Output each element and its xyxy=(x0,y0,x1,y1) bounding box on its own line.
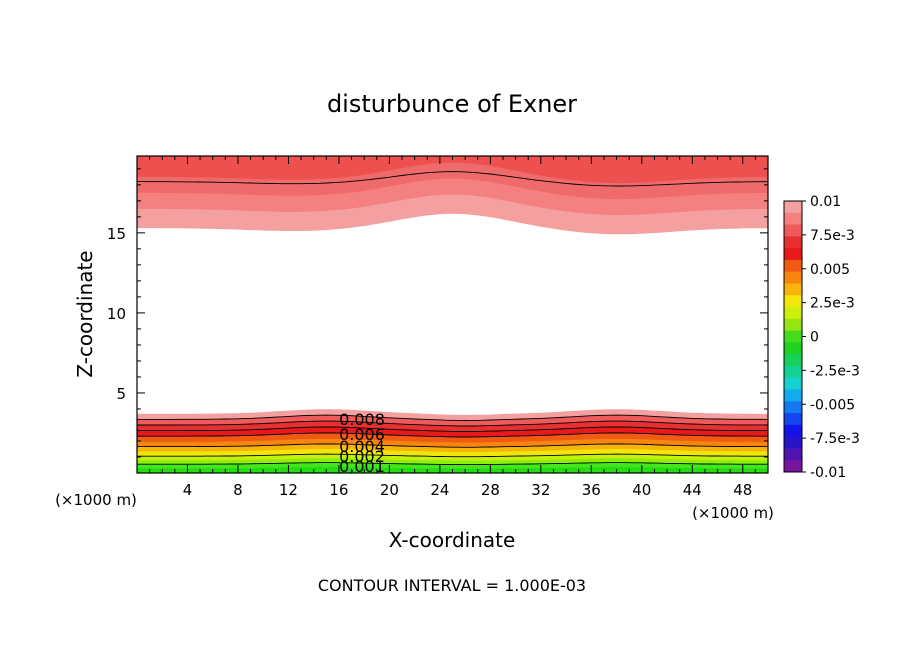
colorbar-swatch xyxy=(784,248,802,261)
colorbar-swatch xyxy=(784,201,802,214)
x-tick-label: 4 xyxy=(183,481,193,499)
y-axis-label: Z-coordinate xyxy=(73,250,97,377)
x-axis-tick-labels: 4 8 12 16 20 24 28 32 36 40 44 48 xyxy=(183,481,753,499)
colorbar-swatch xyxy=(784,389,802,402)
colorbar-swatch xyxy=(784,342,802,355)
lower-contour-line xyxy=(137,462,768,466)
contour-interval-footer: CONTOUR INTERVAL = 1.000E-03 xyxy=(318,576,586,595)
contour-labels: 0.008 0.006 0.004 0.002 0.001 xyxy=(339,410,385,476)
colorbar-tick-label: 0 xyxy=(810,330,819,346)
colorbar-tick-label: 2.5e-3 xyxy=(810,296,855,312)
colorbar xyxy=(784,201,802,473)
colorbar-swatch xyxy=(784,318,802,332)
upper-contour-fills xyxy=(137,156,768,235)
x-unit-left: (×1000 m) xyxy=(55,491,137,509)
colorbar-swatch xyxy=(784,365,802,379)
x-tick-label: 16 xyxy=(329,481,348,499)
colorbar-swatch xyxy=(784,413,802,426)
colorbar-swatch xyxy=(784,354,802,367)
x-tick-label: 24 xyxy=(430,481,449,499)
y-tick-label: 15 xyxy=(107,225,126,243)
colorbar-swatch xyxy=(784,424,802,438)
colorbar-tick-label: 0.01 xyxy=(810,194,841,210)
x-axis-ticks xyxy=(149,156,756,473)
colorbar-swatch xyxy=(784,330,802,343)
upper-band-fill xyxy=(137,156,768,184)
colorbar-swatch xyxy=(784,448,802,461)
x-tick-label: 40 xyxy=(632,481,651,499)
plot-area xyxy=(137,156,768,473)
y-axis-tick-labels: 5 10 15 xyxy=(107,225,126,403)
x-tick-label: 44 xyxy=(683,481,702,499)
colorbar-swatch xyxy=(784,295,802,308)
colorbar-swatch xyxy=(784,377,802,391)
lower-contour-line xyxy=(137,453,768,458)
contour-lines xyxy=(137,171,768,466)
y-axis-ticks xyxy=(137,168,768,458)
y-tick-label: 10 xyxy=(107,305,126,323)
colorbar-swatch xyxy=(784,401,802,414)
contour-label-0002: 0.002 xyxy=(339,447,385,466)
x-unit-right: (×1000 m) xyxy=(692,504,774,522)
colorbar-swatch xyxy=(784,236,802,249)
contour-label-0004: 0.004 xyxy=(339,437,385,456)
colorbar-tick-labels: 0.01 7.5e-3 0.005 2.5e-3 0 -2.5e-3 -0.005 -7.5e… xyxy=(802,194,860,481)
y-tick-label: 5 xyxy=(116,385,126,403)
x-tick-label: 12 xyxy=(279,481,298,499)
chart-title: disturbunce of Exner xyxy=(327,90,577,118)
contour-label-0001: 0.001 xyxy=(339,457,385,476)
x-tick-label: 48 xyxy=(733,481,752,499)
lower-contour-line xyxy=(137,432,768,438)
x-axis-label: X-coordinate xyxy=(389,528,516,552)
colorbar-swatch xyxy=(784,436,802,449)
contour-label-0008: 0.008 xyxy=(339,410,385,429)
colorbar-swatch xyxy=(784,259,802,273)
x-tick-label: 8 xyxy=(233,481,243,499)
upper-contour-line xyxy=(137,171,768,187)
colorbar-swatch xyxy=(784,283,802,296)
colorbar-swatch xyxy=(784,460,802,473)
colorbar-swatch xyxy=(784,271,802,284)
colorbar-swatch xyxy=(784,224,802,237)
colorbar-tick-label: 7.5e-3 xyxy=(810,228,855,244)
x-tick-label: 20 xyxy=(380,481,399,499)
lower-contour-line xyxy=(137,414,768,421)
lower-contour-line xyxy=(137,443,768,448)
x-tick-label: 28 xyxy=(481,481,500,499)
colorbar-tick-label: -7.5e-3 xyxy=(810,431,860,447)
colorbar-tick-label: 0.005 xyxy=(810,262,850,278)
x-tick-label: 36 xyxy=(582,481,601,499)
colorbar-tick-label: -2.5e-3 xyxy=(810,363,860,379)
lower-contour-line xyxy=(137,426,768,432)
colorbar-tick-label: -0.005 xyxy=(810,397,855,413)
x-tick-label: 32 xyxy=(531,481,550,499)
lower-contour-line xyxy=(137,420,768,427)
colorbar-tick-label: -0.01 xyxy=(810,465,846,481)
colorbar-swatch xyxy=(784,307,802,320)
contour-label-0006: 0.006 xyxy=(339,425,385,444)
colorbar-swatch xyxy=(784,212,802,226)
